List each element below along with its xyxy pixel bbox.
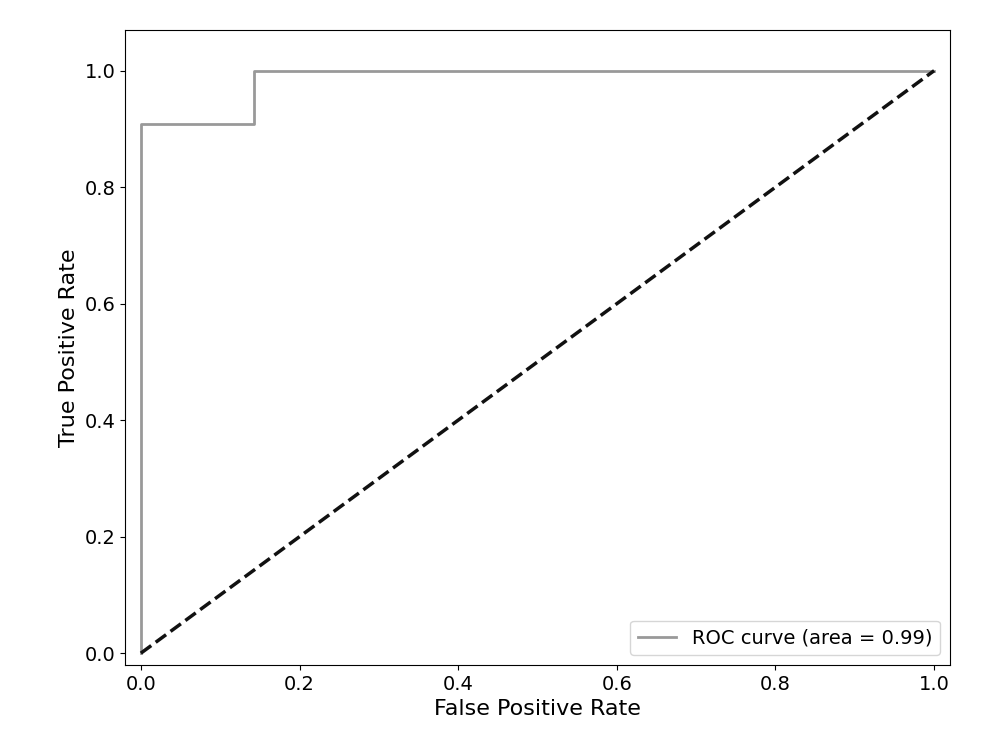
ROC curve (area = 0.99) [248,120,260,128]
ROC curve (area = 0.99) [135,120,147,128]
ROC curve (area = 0.99) [928,66,940,75]
Y-axis label: True Positive Rate: True Positive Rate [59,248,79,447]
Line: ROC curve (area = 0.99): ROC curve (area = 0.99) [141,71,934,653]
X-axis label: False Positive Rate: False Positive Rate [434,699,641,719]
ROC curve (area = 0.99) [135,648,147,657]
Legend: ROC curve (area = 0.99): ROC curve (area = 0.99) [630,621,940,655]
ROC curve (area = 0.99) [248,66,260,75]
